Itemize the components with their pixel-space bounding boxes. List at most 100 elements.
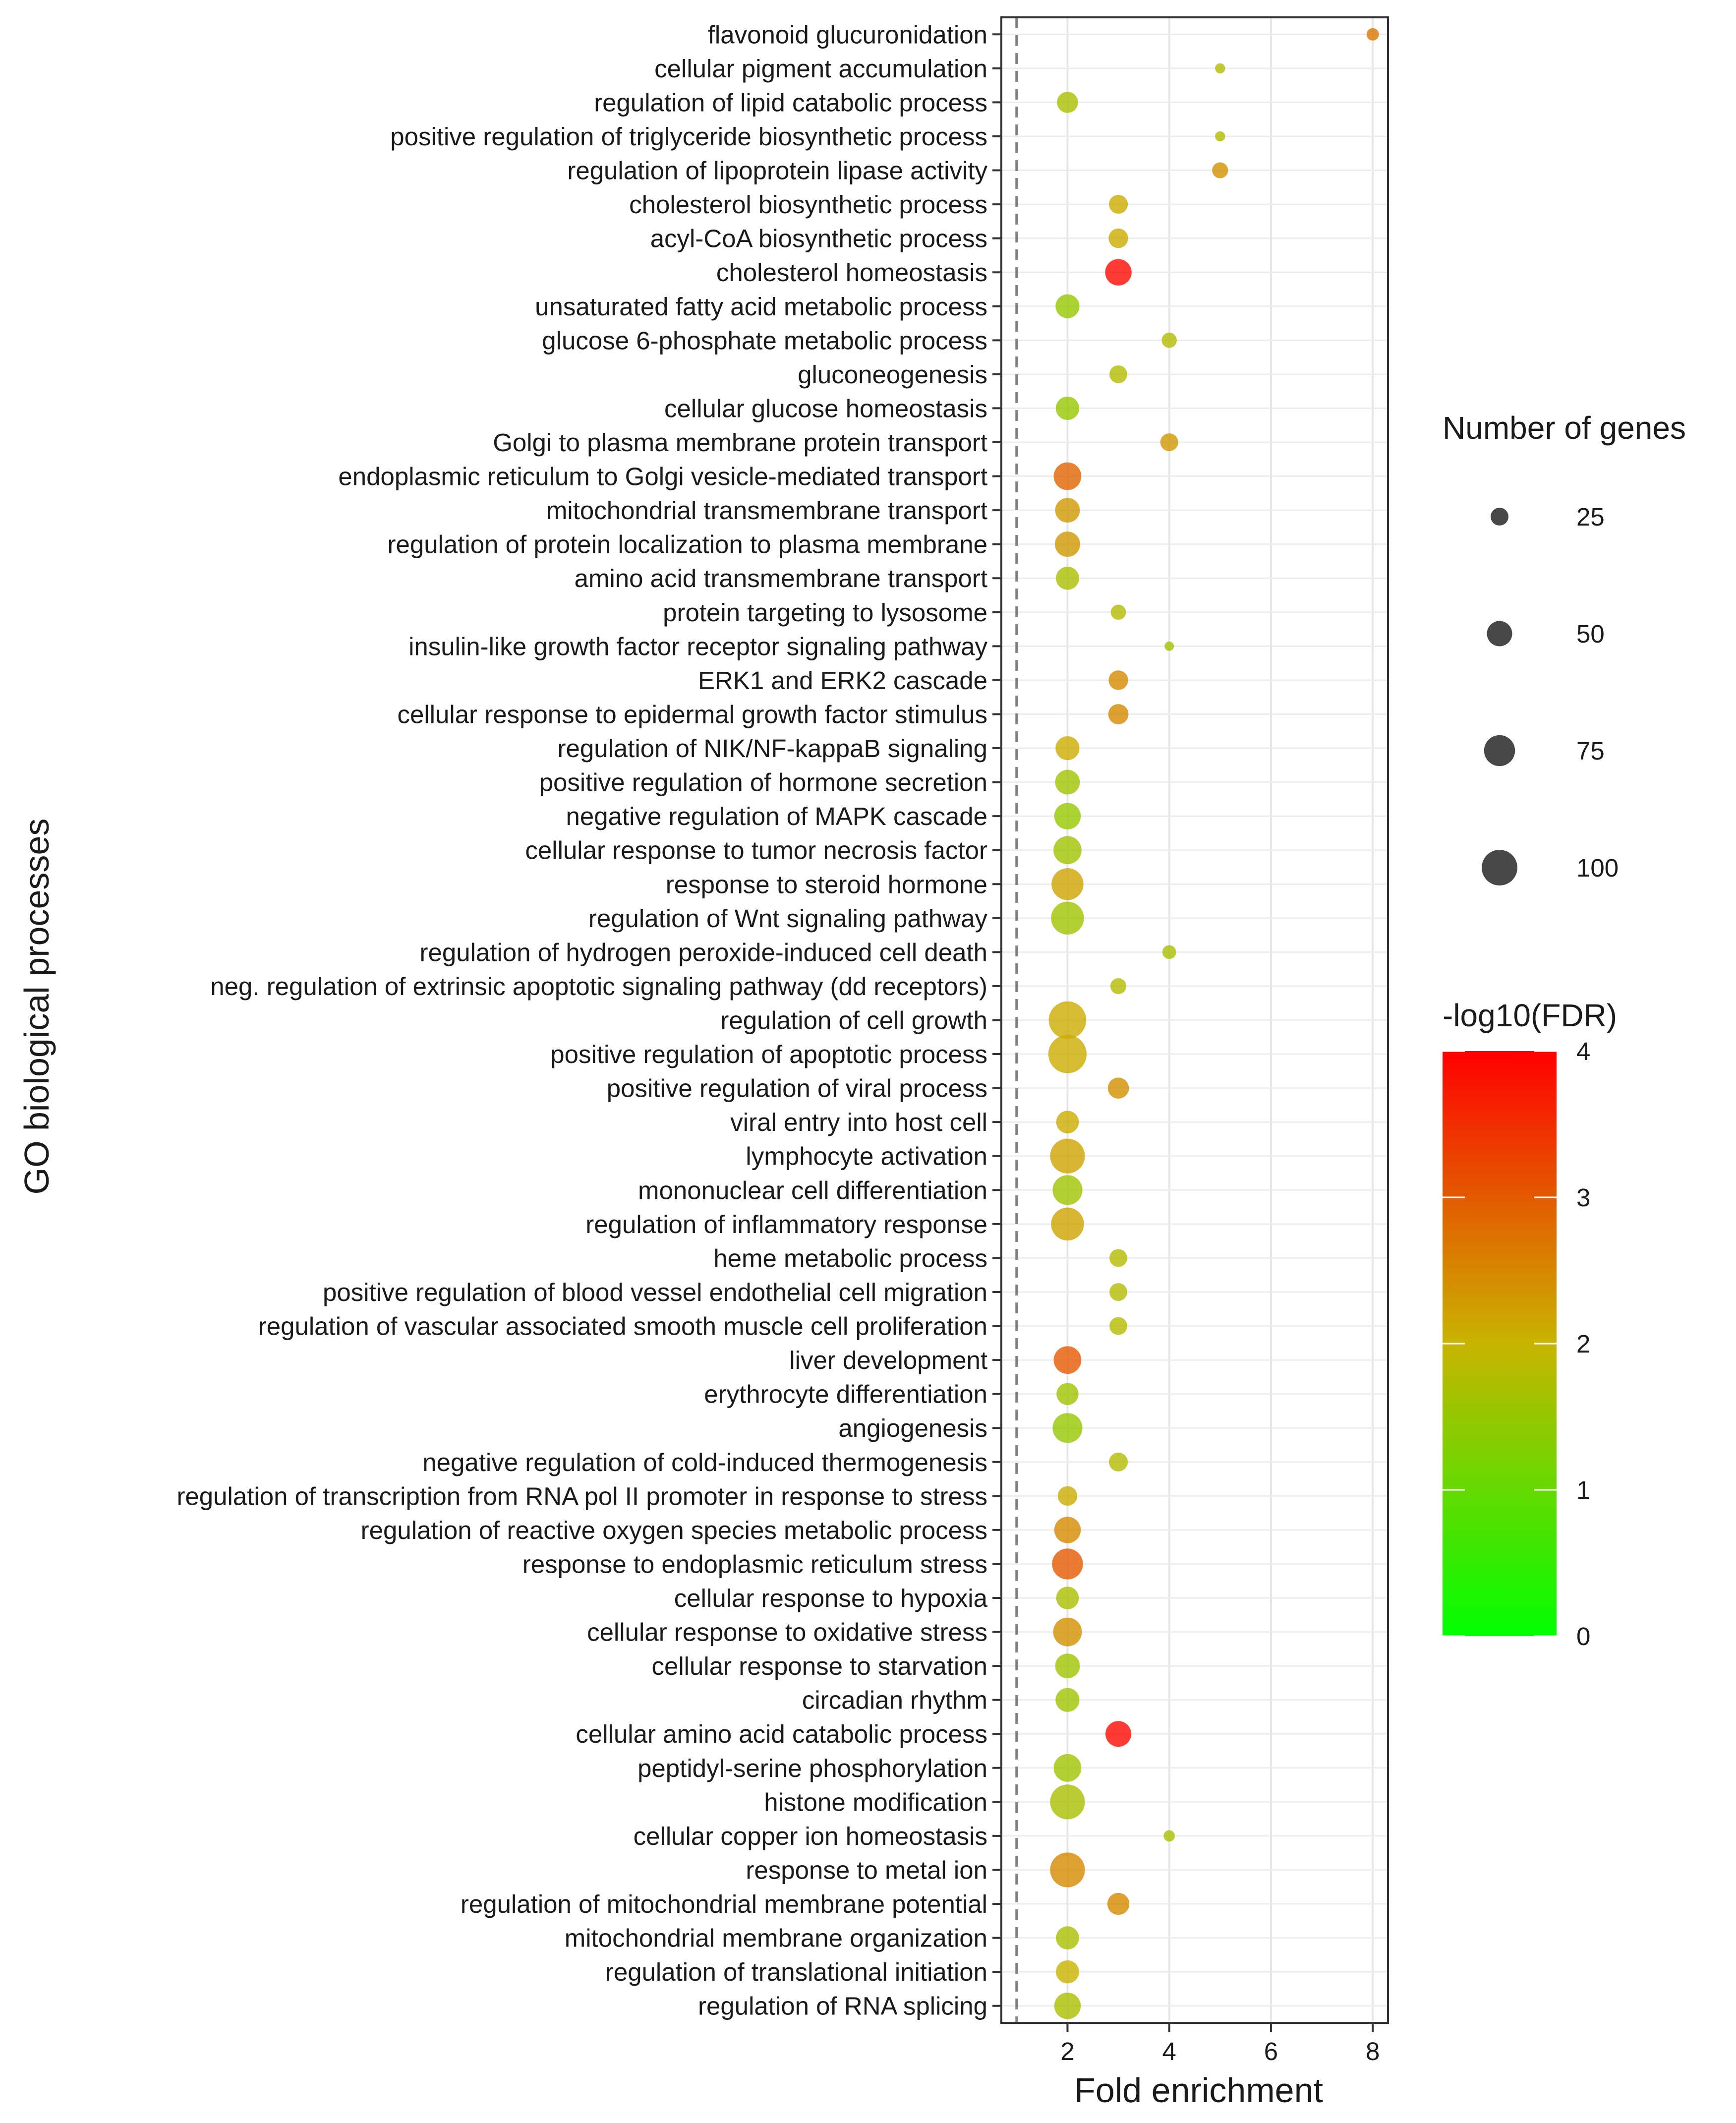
x-axis-title: Fold enrichment [1074,2071,1323,2110]
y-tick-label: liver development [789,1346,987,1374]
y-tick-label: regulation of hydrogen peroxide-induced … [420,938,987,966]
y-tick-label: neg. regulation of extrinsic apoptotic s… [210,972,987,1001]
y-tick-label: heme metabolic process [713,1244,987,1272]
y-tick-label: mononuclear cell differentiation [638,1176,987,1204]
y-tick-label: ERK1 and ERK2 cascade [698,666,987,695]
x-tick-label: 4 [1162,2037,1176,2065]
y-tick-label: cellular response to epidermal growth fa… [397,700,987,728]
data-point [1163,1830,1175,1842]
data-point [1054,1993,1081,2019]
data-point [1108,704,1129,724]
data-point [1053,1617,1082,1647]
y-tick-label: endoplasmic reticulum to Golgi vesicle-m… [338,463,987,491]
data-point [1055,1653,1080,1679]
size-legend-label: 50 [1576,620,1605,648]
y-tick-label: positive regulation of hormone secretion [539,768,987,797]
y-tick-label: positive regulation of triglyceride bios… [390,122,987,151]
colorbar-tick-label: 1 [1576,1476,1590,1504]
y-tick-label: negative regulation of MAPK cascade [566,802,987,830]
data-point [1109,195,1128,214]
data-point [1108,670,1128,690]
y-axis-ticks [992,33,1001,2007]
size-legend: Number of genes 25 50 75 100 [1443,410,1686,885]
y-tick-label: erythrocyte differentiation [704,1380,987,1409]
y-tick-label: response to steroid hormone [666,870,987,898]
y-tick-label: acyl-CoA biosynthetic process [650,225,987,253]
data-point [1056,566,1079,590]
data-point [1057,92,1078,113]
data-point [1056,1926,1079,1949]
y-tick-label: unsaturated fatty acid metabolic process [535,293,987,321]
data-point [1055,769,1080,795]
y-tick-label: regulation of transcription from RNA pol… [176,1482,987,1510]
data-point [1055,396,1080,420]
data-point [1050,1784,1085,1820]
y-tick-label: mitochondrial membrane organization [565,1924,987,1952]
size-legend-key [1484,735,1515,767]
y-tick-label: regulation of Wnt signaling pathway [588,904,988,933]
y-tick-label: response to endoplasmic reticulum stress [522,1550,987,1578]
y-tick-label: cellular response to tumor necrosis fact… [525,836,987,865]
y-axis-tick-labels: flavonoid glucuronidation cellular pigmen… [176,20,987,2020]
data-point [1050,1138,1085,1174]
data-point [1051,901,1084,935]
data-point [1048,1035,1087,1073]
data-point [1110,604,1126,620]
data-point [1054,1517,1081,1543]
y-tick-label: cholesterol homeostasis [716,258,987,287]
data-point [1107,1892,1130,1915]
y-tick-label: protein targeting to lysosome [663,598,987,627]
x-tick-label: 2 [1060,2037,1074,2065]
data-point [1052,1175,1083,1205]
data-point [1109,1317,1128,1335]
y-tick-label: cellular response to hypoxia [674,1584,988,1612]
y-tick-label: regulation of mitochondrial membrane pot… [461,1890,987,1918]
y-tick-label: peptidyl-serine phosphorylation [637,1754,987,1782]
y-tick-label: regulation of lipid catabolic process [594,88,987,117]
data-point [1105,259,1132,286]
size-legend-label: 75 [1576,737,1605,765]
y-tick-label: cellular glucose homeostasis [664,394,987,422]
colorbar-tick-label: 4 [1576,1037,1590,1065]
data-point [1215,131,1225,142]
y-tick-label: regulation of NIK/NF-kappaB signaling [558,734,987,763]
y-tick-label: amino acid transmembrane transport [575,564,987,592]
x-tick-label: 6 [1264,2037,1278,2065]
data-point [1108,228,1128,248]
data-point [1110,978,1127,995]
y-tick-label: lymphocyte activation [746,1142,987,1171]
y-tick-label: regulation of lipoprotein lipase activit… [567,157,987,185]
y-tick-label: positive regulation of viral process [607,1074,987,1103]
data-point [1105,1721,1132,1747]
size-legend-label: 100 [1576,854,1619,882]
y-tick-label: cellular copper ion homeostasis [634,1822,987,1850]
color-legend-title: -log10(FDR) [1443,998,1617,1033]
y-tick-label: gluconeogenesis [798,360,987,389]
data-point [1051,868,1084,900]
data-point [1161,333,1177,348]
data-point [1054,531,1080,557]
data-point [1212,162,1228,178]
y-tick-label: positive regulation of apoptotic process [550,1040,987,1068]
data-point [1054,803,1081,829]
y-tick-label: angiogenesis [838,1414,987,1442]
y-tick-label: regulation of cell growth [720,1006,987,1035]
data-point [1109,1249,1128,1267]
x-axis: 2 4 6 8 [1060,2023,1380,2065]
data-point [1055,736,1080,761]
x-tick-label: 8 [1366,2037,1380,2065]
y-tick-label: cholesterol biosynthetic process [629,190,987,219]
y-axis-title: GO biological processes [17,819,56,1195]
size-legend-key [1487,621,1512,647]
data-points [1048,28,1379,2019]
y-tick-label: cellular pigment accumulation [654,55,987,83]
y-tick-label: histone modification [764,1788,987,1816]
size-legend-label: 25 [1576,503,1605,531]
y-tick-label: regulation of reactive oxygen species me… [361,1516,987,1544]
data-point [1162,945,1176,959]
data-point [1056,1111,1079,1133]
data-point [1109,1452,1128,1472]
colorbar-tick-label: 0 [1576,1622,1590,1651]
